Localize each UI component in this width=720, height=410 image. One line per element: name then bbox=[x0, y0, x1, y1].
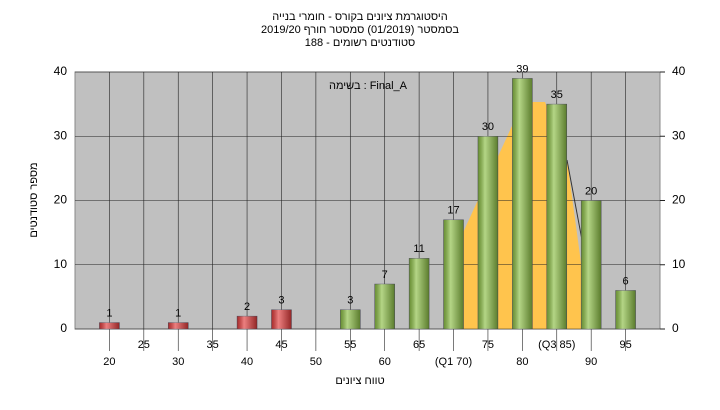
x-tick-label: 60 bbox=[379, 356, 391, 368]
data-label: 1 bbox=[175, 307, 181, 319]
data-label: 30 bbox=[482, 121, 494, 133]
bar-shade bbox=[615, 290, 636, 329]
data-label: 6 bbox=[623, 275, 629, 287]
y-axis-label: מספר סטודנטים bbox=[28, 162, 40, 237]
data-label: 11 bbox=[413, 243, 424, 255]
y-tick-label: 30 bbox=[54, 128, 68, 142]
annotation: בשימה : Final_A bbox=[329, 80, 408, 92]
chart-title: היסטוגרמת ציונים בקורס - חומרי בנייה bbox=[272, 11, 447, 23]
x-axis-label: טווח ציונים bbox=[335, 375, 384, 387]
x-tick-label: (Q3 85) bbox=[538, 339, 575, 351]
x-tick-label: 35 bbox=[207, 339, 219, 351]
data-label: 3 bbox=[278, 295, 284, 307]
bar-shade bbox=[237, 316, 258, 329]
y-tick-label: 10 bbox=[54, 257, 68, 271]
data-label: 2 bbox=[244, 301, 250, 313]
bar-shade bbox=[168, 322, 189, 329]
data-label: 39 bbox=[516, 63, 528, 75]
data-label: 20 bbox=[585, 185, 597, 197]
bar-shade bbox=[271, 309, 292, 329]
y2-tick-label: 30 bbox=[672, 128, 686, 142]
trend-line bbox=[566, 159, 583, 241]
y2-tick-label: 40 bbox=[672, 64, 686, 78]
bar-shade bbox=[374, 284, 395, 329]
data-label: 35 bbox=[551, 89, 563, 101]
x-tick-label: 45 bbox=[275, 339, 287, 351]
data-label: 17 bbox=[447, 205, 459, 217]
x-tick-label: 40 bbox=[241, 356, 253, 368]
x-tick-label: 90 bbox=[585, 356, 597, 368]
bar-shade bbox=[546, 104, 567, 329]
x-tick-label: 50 bbox=[310, 356, 322, 368]
x-tick-label: 95 bbox=[619, 339, 631, 351]
y-tick-label: 40 bbox=[54, 64, 68, 78]
x-tick-label: (Q1 70) bbox=[435, 356, 472, 368]
data-label: 1 bbox=[106, 307, 112, 319]
bar-shade bbox=[477, 136, 498, 329]
bar-shade bbox=[409, 258, 430, 329]
data-label: 7 bbox=[382, 269, 388, 281]
x-tick-label: 20 bbox=[103, 356, 115, 368]
y-tick-label: 0 bbox=[60, 321, 67, 335]
bar-shade bbox=[512, 78, 533, 329]
bar-shade bbox=[443, 219, 464, 329]
chart-subtitle: בסמסטר (01/2019) סמסטר חורף 2019/20 bbox=[261, 24, 459, 36]
bar-shade bbox=[581, 200, 602, 329]
x-tick-label: 65 bbox=[413, 339, 425, 351]
x-tick-label: 30 bbox=[172, 356, 184, 368]
x-tick-label: 55 bbox=[344, 339, 356, 351]
chart-subtitle: סטודנטים רשומים - 188 bbox=[305, 37, 416, 49]
x-tick-label: 75 bbox=[482, 339, 494, 351]
y2-tick-label: 0 bbox=[672, 321, 679, 335]
data-label: 3 bbox=[347, 295, 353, 307]
y2-tick-label: 20 bbox=[672, 193, 686, 207]
y-tick-label: 20 bbox=[54, 193, 68, 207]
bar-shade bbox=[99, 322, 120, 329]
x-tick-label: 80 bbox=[516, 356, 528, 368]
bar-shade bbox=[340, 309, 361, 329]
x-tick-label: 25 bbox=[138, 339, 150, 351]
y2-tick-label: 10 bbox=[672, 257, 686, 271]
